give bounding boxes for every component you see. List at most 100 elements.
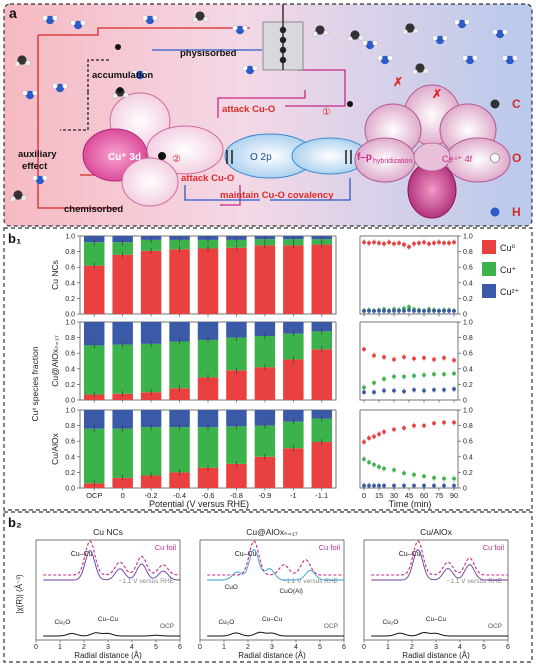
o-2p-orbital [224, 133, 369, 179]
data-point-cu0 [392, 357, 396, 362]
x-tick-label: -0.8 [230, 491, 243, 500]
data-point-cu1 [422, 474, 426, 479]
data-point-cu0 [407, 245, 411, 249]
bar-segment-cu0 [311, 441, 333, 488]
data-point-cu0 [377, 432, 381, 437]
bar-segment-cu2 [254, 322, 276, 337]
ocp-label: OCP [488, 623, 502, 630]
carbon-atom [315, 25, 325, 35]
data-point-cu0 [367, 436, 371, 440]
data-point-cu2 [422, 308, 426, 313]
legend-o: O [512, 151, 521, 165]
data-point-cu0 [362, 240, 366, 245]
data-point-cu0 [412, 241, 416, 246]
electron [347, 101, 353, 107]
bar-segment-cu0 [140, 475, 162, 488]
hydrogen-atom [14, 61, 20, 67]
bar-segment-cu1 [112, 428, 133, 478]
hydrogen-atom [502, 29, 508, 35]
cu2o-label: Cu₂O [382, 619, 398, 626]
hydrogen-atom [42, 175, 48, 181]
bar-segment-cu1 [226, 426, 247, 464]
hydrogen-atom [362, 40, 368, 46]
x-tick-label: 60 [420, 491, 428, 500]
bar-segment-cu1 [169, 341, 190, 389]
carbon-atom [195, 11, 205, 21]
exafs-curve-cu-foil [43, 540, 180, 576]
bar-segment-cu2 [83, 236, 105, 243]
data-point-cu0 [442, 241, 446, 245]
attack-cuo-label-2: attack Cu-O [181, 173, 234, 184]
x-tick-label: 30 [390, 491, 398, 500]
ocp-label: OCP [160, 623, 174, 630]
y-tick-label: 0.8 [65, 423, 75, 430]
y-tick-label: 0.6 [463, 439, 473, 446]
bar-segment-cu1 [83, 242, 105, 266]
hydrogen-atom [464, 19, 470, 25]
hydrogen-atom [112, 93, 118, 99]
hydrogen-atom [454, 19, 460, 25]
data-point-cu2 [452, 387, 456, 391]
red-line-left [37, 35, 60, 209]
data-point-cu1 [402, 374, 406, 379]
bar-segment-cu1 [311, 418, 333, 442]
panel-a: a [3, 3, 533, 227]
y-tick-label: 0.0 [65, 486, 75, 493]
oxygen-atom [235, 25, 245, 35]
x-tick-label: -0.4 [173, 491, 186, 500]
electron [158, 152, 166, 160]
cross-icon: ✗ [432, 87, 442, 101]
legend-cu2: Cu²⁺ [500, 287, 520, 297]
data-point-cu0 [422, 240, 426, 245]
data-point-cu0 [392, 427, 396, 432]
bar-segment-cu1 [83, 345, 105, 395]
b1-xlabel-potential: Potential (V versus RHE) [149, 499, 249, 509]
legend-h: H [512, 205, 521, 219]
bar-segment-cu0 [83, 265, 105, 314]
x-tick-label: 3 [434, 644, 438, 651]
hydrogen-atom [52, 83, 58, 89]
oxygen-atom [45, 15, 55, 25]
x-tick-label: 5 [318, 644, 322, 651]
data-point-cu0 [417, 241, 421, 245]
data-point-cu1 [412, 373, 416, 378]
data-point-cu1 [452, 476, 456, 481]
data-point-cu2 [422, 388, 426, 393]
hydrogen-atom [152, 15, 158, 21]
x-tick-label: 0 [362, 491, 366, 500]
data-point-cu2 [422, 483, 426, 488]
y-tick-label: 1.0 [463, 408, 473, 415]
hydrogen-atom [25, 60, 31, 66]
data-point-cu2 [402, 308, 406, 313]
bar-segment-cu0 [197, 377, 219, 400]
y-tick-label: 0.8 [463, 335, 473, 342]
cu2o-label: Cu₂O [54, 619, 70, 626]
hydrogen-atom [132, 70, 138, 76]
bar-segment-cu1 [254, 336, 276, 368]
data-point-cu2 [367, 483, 371, 488]
hydrogen-atom [492, 29, 498, 35]
data-point-cu1 [377, 465, 381, 469]
carbon-atom [405, 23, 415, 33]
data-point-cu2 [412, 308, 416, 313]
data-point-cu0 [382, 355, 386, 359]
oxygen-atom [495, 29, 505, 39]
panel-b1-label: b₁ [8, 231, 21, 246]
bar-segment-cu1 [140, 343, 162, 393]
oxygen-atom [55, 83, 65, 93]
x-tick-label: 0 [198, 644, 202, 651]
hydrogen-atom [232, 25, 238, 31]
bar-segment-cu0 [254, 245, 276, 314]
bar-segment-cu0 [311, 349, 333, 400]
bar-segment-cu2 [112, 322, 133, 345]
cu-cu-label: Cu–Cu [71, 551, 93, 558]
bar-segment-cu1 [169, 427, 190, 473]
data-point-cu0 [442, 355, 446, 360]
hydrogen-atom [358, 35, 364, 41]
hydrogen-atom [252, 65, 258, 71]
data-point-cu0 [452, 420, 456, 425]
data-point-cu0 [442, 420, 446, 425]
oxygen-atom-icon [490, 153, 500, 163]
y-tick-label: 0 [463, 312, 467, 319]
